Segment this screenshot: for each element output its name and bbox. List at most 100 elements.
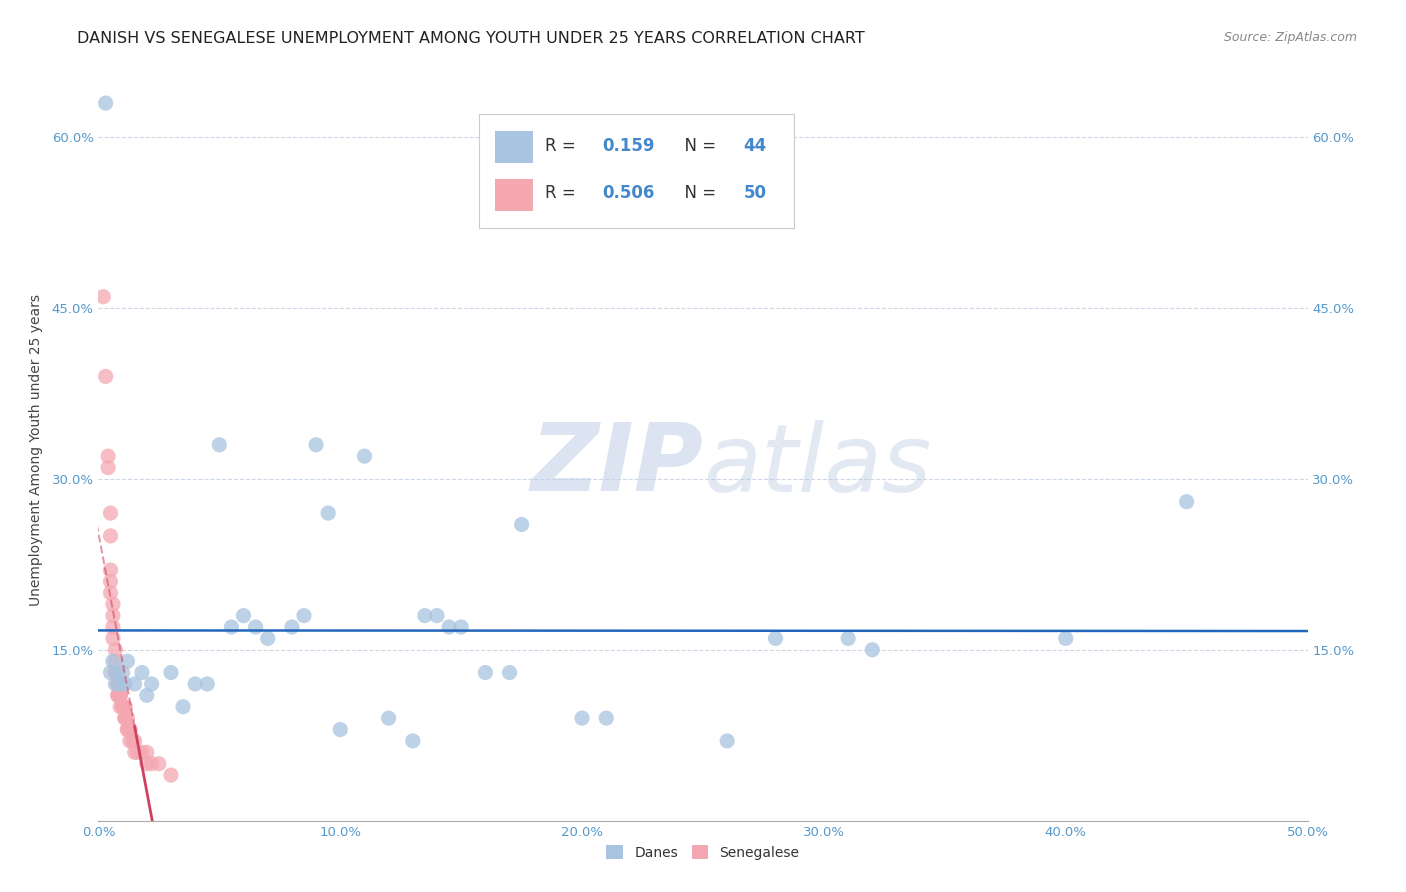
Point — [101, 620, 124, 634]
Point — [107, 689, 129, 703]
Point — [195, 677, 218, 691]
Point — [100, 563, 122, 577]
Point — [114, 699, 136, 714]
Point — [118, 734, 141, 748]
Point — [111, 699, 134, 714]
Point — [413, 608, 436, 623]
Point — [111, 699, 134, 714]
Point — [111, 699, 134, 714]
Point — [208, 438, 231, 452]
Point — [104, 665, 127, 680]
Point — [108, 677, 131, 691]
Point — [131, 745, 153, 759]
Point — [172, 699, 194, 714]
Point — [100, 506, 122, 520]
Point — [107, 677, 129, 691]
Point — [1054, 632, 1077, 646]
Point — [114, 711, 136, 725]
Point — [100, 529, 122, 543]
Y-axis label: Unemployment Among Youth under 25 years: Unemployment Among Youth under 25 years — [30, 294, 44, 607]
Point — [127, 745, 149, 759]
Point — [107, 689, 129, 703]
Point — [135, 745, 157, 759]
Point — [124, 745, 146, 759]
Text: atlas: atlas — [703, 420, 931, 511]
Point — [860, 642, 883, 657]
Point — [353, 449, 375, 463]
Point — [377, 711, 399, 725]
Point — [108, 689, 131, 703]
Point — [426, 608, 449, 623]
Point — [117, 723, 139, 737]
Point — [108, 699, 131, 714]
Point — [111, 699, 134, 714]
Point — [316, 506, 339, 520]
Point — [160, 665, 183, 680]
Point — [329, 723, 352, 737]
Point — [104, 642, 127, 657]
Text: ZIP: ZIP — [530, 419, 703, 511]
Point — [114, 677, 136, 691]
Point — [571, 711, 593, 725]
Point — [245, 620, 267, 634]
Point — [148, 756, 170, 771]
Point — [292, 608, 315, 623]
Point — [281, 620, 304, 634]
Point — [114, 711, 136, 725]
Point — [118, 723, 141, 737]
Point — [595, 711, 617, 725]
Point — [107, 665, 129, 680]
Point — [141, 756, 163, 771]
Point — [94, 96, 117, 111]
Point — [232, 608, 254, 623]
Point — [114, 699, 136, 714]
Point — [117, 723, 139, 737]
Point — [716, 734, 738, 748]
Point — [131, 665, 153, 680]
Point — [108, 689, 131, 703]
Point — [510, 517, 533, 532]
Point — [121, 734, 143, 748]
Point — [100, 665, 122, 680]
Text: Source: ZipAtlas.com: Source: ZipAtlas.com — [1223, 31, 1357, 45]
Point — [450, 620, 472, 634]
Point — [101, 632, 124, 646]
Point — [100, 586, 122, 600]
Point — [135, 689, 157, 703]
Point — [305, 438, 328, 452]
Point — [141, 677, 163, 691]
Point — [117, 711, 139, 725]
Point — [184, 677, 207, 691]
Point — [101, 597, 124, 611]
Point — [124, 734, 146, 748]
Point — [160, 768, 183, 782]
Point — [135, 756, 157, 771]
Point — [104, 654, 127, 668]
Point — [765, 632, 787, 646]
Point — [117, 654, 139, 668]
Point — [101, 608, 124, 623]
Point — [101, 654, 124, 668]
Point — [111, 665, 134, 680]
Text: DANISH VS SENEGALESE UNEMPLOYMENT AMONG YOUTH UNDER 25 YEARS CORRELATION CHART: DANISH VS SENEGALESE UNEMPLOYMENT AMONG … — [77, 31, 865, 46]
Legend: Danes, Senegalese: Danes, Senegalese — [600, 839, 806, 865]
Point — [97, 449, 120, 463]
Point — [221, 620, 243, 634]
Point — [91, 290, 114, 304]
Point — [100, 574, 122, 589]
Point — [108, 689, 131, 703]
Point — [256, 632, 278, 646]
Point — [104, 665, 127, 680]
Point — [94, 369, 117, 384]
Point — [124, 677, 146, 691]
Point — [107, 677, 129, 691]
Point — [474, 665, 496, 680]
Point — [114, 711, 136, 725]
Point — [437, 620, 460, 634]
Point — [118, 723, 141, 737]
Point — [837, 632, 859, 646]
Point — [498, 665, 520, 680]
Point — [402, 734, 425, 748]
Point — [1175, 494, 1198, 508]
Point — [104, 677, 127, 691]
